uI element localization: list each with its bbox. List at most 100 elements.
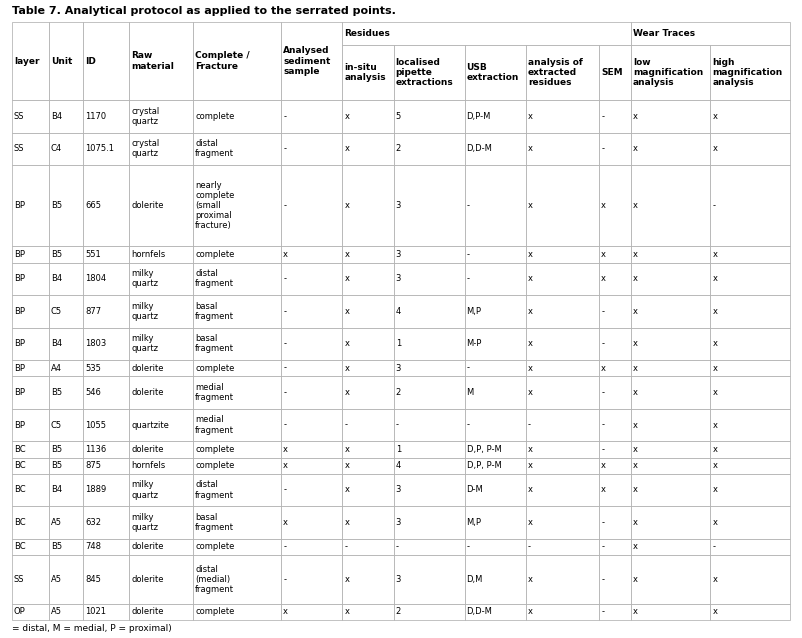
Text: -: - <box>467 201 470 210</box>
Bar <box>599 506 631 538</box>
Bar <box>129 441 193 457</box>
Text: medial
fragment: medial fragment <box>195 383 234 402</box>
Bar <box>631 327 711 360</box>
Bar <box>599 409 631 441</box>
Bar <box>282 409 342 441</box>
Bar <box>282 327 342 360</box>
Bar <box>711 409 790 441</box>
Bar <box>12 376 49 409</box>
Bar <box>342 604 394 620</box>
Text: medial
fragment: medial fragment <box>195 415 234 434</box>
Text: SS: SS <box>14 112 25 121</box>
Text: BP: BP <box>14 250 25 259</box>
Bar <box>394 457 464 474</box>
Text: 551: 551 <box>85 250 101 259</box>
Text: x: x <box>712 144 718 153</box>
Text: x: x <box>712 307 718 316</box>
Text: milky
quartz: milky quartz <box>132 513 159 532</box>
Bar <box>526 409 599 441</box>
Text: x: x <box>344 112 350 121</box>
Bar <box>526 604 599 620</box>
Bar <box>12 538 49 555</box>
Bar <box>282 262 342 295</box>
Text: 3: 3 <box>395 274 401 283</box>
Text: dolerite: dolerite <box>132 388 164 397</box>
Bar <box>12 246 49 262</box>
Bar <box>282 246 342 262</box>
Text: x: x <box>633 388 638 397</box>
Bar <box>394 165 464 246</box>
Bar <box>342 360 394 376</box>
Bar <box>282 441 342 457</box>
Text: -: - <box>602 339 604 348</box>
Text: OP: OP <box>14 607 26 616</box>
Bar <box>394 100 464 133</box>
Bar <box>342 100 394 133</box>
Text: 3: 3 <box>395 575 401 584</box>
Text: 1803: 1803 <box>85 339 106 348</box>
Bar <box>282 555 342 604</box>
Bar <box>49 133 83 165</box>
Bar <box>526 165 599 246</box>
Bar <box>193 295 282 327</box>
Text: -: - <box>602 575 604 584</box>
Text: layer: layer <box>14 57 39 66</box>
Text: 877: 877 <box>85 307 101 316</box>
Bar <box>526 376 599 409</box>
Bar <box>193 165 282 246</box>
Text: 2: 2 <box>395 144 401 153</box>
Bar <box>394 506 464 538</box>
Text: dolerite: dolerite <box>132 201 164 210</box>
Text: x: x <box>712 518 718 527</box>
Bar <box>49 360 83 376</box>
Bar <box>464 327 526 360</box>
Bar <box>83 262 129 295</box>
Text: x: x <box>633 274 638 283</box>
Text: B5: B5 <box>51 201 62 210</box>
Bar <box>83 538 129 555</box>
Bar <box>464 441 526 457</box>
Text: distal
fragment: distal fragment <box>195 139 234 158</box>
Bar <box>12 327 49 360</box>
Bar <box>129 262 193 295</box>
Bar <box>711 133 790 165</box>
Text: x: x <box>602 364 606 373</box>
Text: x: x <box>528 364 533 373</box>
Bar <box>49 474 83 506</box>
Bar <box>12 133 49 165</box>
Bar <box>12 409 49 441</box>
Bar <box>631 555 711 604</box>
Text: complete: complete <box>195 461 234 470</box>
Text: -: - <box>283 420 286 429</box>
Text: 1075.1: 1075.1 <box>85 144 114 153</box>
Bar <box>193 100 282 133</box>
Bar <box>282 376 342 409</box>
Bar <box>83 506 129 538</box>
Bar <box>342 22 631 45</box>
Text: B5: B5 <box>51 388 62 397</box>
Text: in-situ
analysis: in-situ analysis <box>344 63 386 82</box>
Bar <box>193 555 282 604</box>
Text: D-M: D-M <box>467 486 484 494</box>
Bar <box>282 360 342 376</box>
Bar <box>526 327 599 360</box>
Bar <box>129 409 193 441</box>
Bar <box>599 262 631 295</box>
Bar <box>342 327 394 360</box>
Text: 845: 845 <box>85 575 101 584</box>
Bar <box>711 295 790 327</box>
Text: BC: BC <box>14 486 26 494</box>
Bar <box>631 474 711 506</box>
Text: A5: A5 <box>51 607 62 616</box>
Text: x: x <box>344 486 350 494</box>
Text: dolerite: dolerite <box>132 575 164 584</box>
Text: complete: complete <box>195 607 234 616</box>
Text: hornfels: hornfels <box>132 250 166 259</box>
Text: distal
fragment: distal fragment <box>195 480 234 500</box>
Bar <box>631 165 711 246</box>
Text: = distal, M = medial, P = proximal): = distal, M = medial, P = proximal) <box>12 624 172 633</box>
Text: x: x <box>528 339 533 348</box>
Bar <box>83 555 129 604</box>
Bar <box>599 555 631 604</box>
Text: localised
pipette
extractions: localised pipette extractions <box>395 58 453 87</box>
